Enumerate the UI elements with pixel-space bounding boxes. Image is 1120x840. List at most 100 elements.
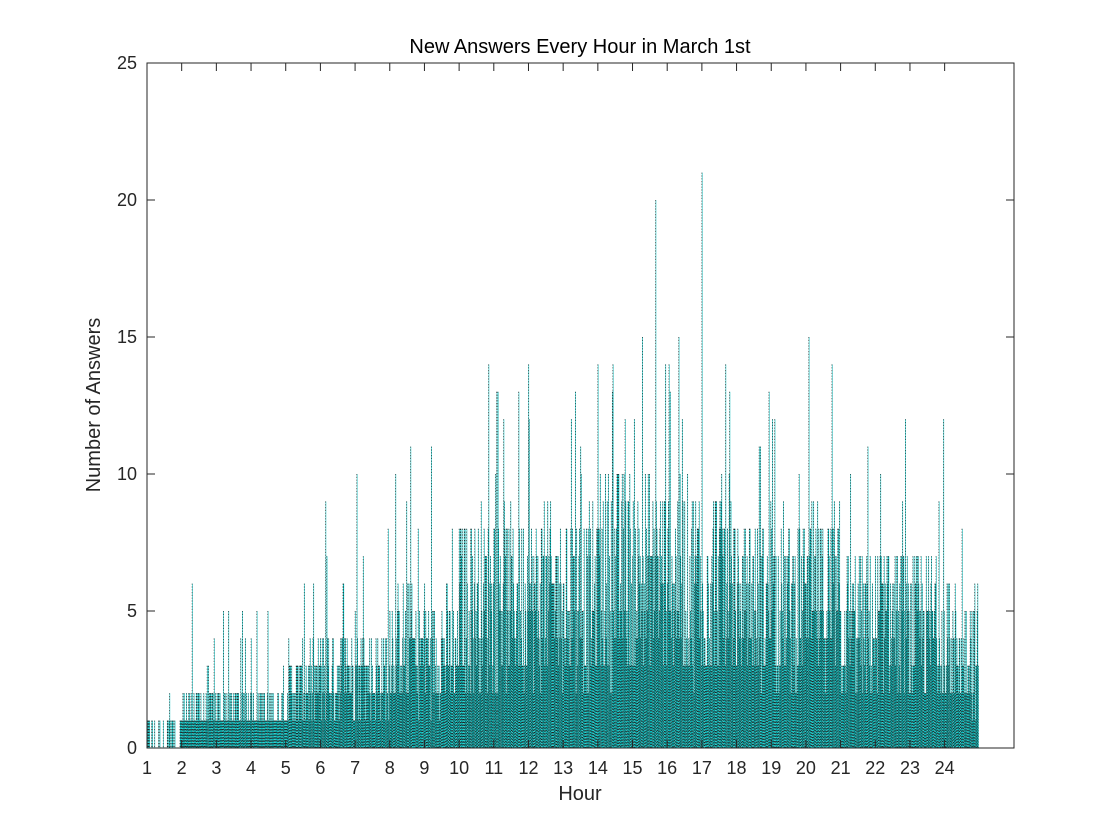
histogram-bar [148,720,150,748]
histogram-bar [404,665,405,748]
histogram-bar [890,665,892,748]
histogram-bar [409,638,411,748]
histogram-bar [929,611,931,748]
histogram-bar [311,665,312,748]
x-tick-label: 14 [588,758,608,778]
histogram-bar [601,611,602,748]
histogram-bar [169,693,171,748]
x-tick-label: 6 [315,758,325,778]
histogram-bar [453,693,455,748]
histogram-bar [205,720,206,748]
histogram-bar [223,720,225,748]
histogram-bar [316,665,317,748]
histogram-bar [797,665,798,748]
histogram-bar [859,638,861,748]
histogram-bar [978,665,979,748]
histogram-bar [305,720,306,748]
histogram-bar [777,665,778,748]
histogram-bar [407,583,409,748]
histogram-bar [905,419,906,748]
x-tick-label: 23 [900,758,920,778]
histogram-bar [218,693,219,748]
histogram-bar [281,693,283,748]
histogram-bar [701,172,703,749]
histogram-bar [457,665,459,748]
histogram-bar [338,665,339,748]
histogram-bar [255,720,257,748]
histogram-bar [242,611,243,748]
histogram-bar [219,720,220,748]
histogram-bar [264,720,266,748]
histogram-bar [800,638,802,748]
histogram-bar [168,720,170,748]
histogram-bar [495,474,497,748]
histogram-bar [300,665,302,748]
histogram-bar [940,665,941,748]
histogram-bar [466,638,467,748]
histogram-bar [345,665,347,748]
histogram-bar [234,693,236,748]
histogram-bar [290,693,292,748]
histogram-bar [233,720,235,748]
y-axis-label: Number of Answers [83,318,105,493]
histogram-bar [770,638,771,748]
histogram-bar [400,693,402,748]
histogram-bar [826,611,828,748]
histogram-bar [275,720,276,748]
histogram-bar [729,391,731,748]
histogram-bar [398,611,400,748]
histogram-bar [769,638,771,748]
histogram-bar [241,720,242,748]
histogram-bar [835,665,836,748]
histogram-bar [357,665,359,748]
histogram-bar [414,638,416,748]
histogram-bar [430,638,431,748]
histogram-bar [416,665,417,748]
x-tick-label: 8 [385,758,395,778]
histogram-bar [844,611,846,748]
histogram-bar [500,611,502,748]
histogram-bar [329,693,330,748]
histogram-bar [195,720,197,748]
histogram-bar [438,665,440,748]
histogram-bar [609,611,611,748]
histogram-bar [330,720,332,748]
histogram-bar [336,693,337,748]
histogram-bar [756,638,757,748]
histogram-bar [334,720,336,748]
y-tick-label: 5 [127,601,137,621]
histogram-bar [311,720,313,748]
histogram-bar [220,720,222,748]
histogram-bar [405,611,406,748]
histogram-bar [326,693,327,748]
histogram-bar [222,720,223,748]
histogram-bar [348,665,349,748]
histogram-bar [831,364,833,748]
histogram-bar [768,611,769,748]
histogram-bar [670,391,671,748]
histogram-bar [481,501,482,748]
histogram-bar [507,611,509,748]
histogram-bar [299,665,301,748]
histogram-bar [149,720,150,748]
histogram-bar [919,611,920,748]
histogram-bar [374,693,375,748]
histogram-bar [290,665,291,748]
histogram-bar [880,474,882,748]
histogram-bar [508,665,509,748]
x-axis-ticks: 1 2 3 4 5 6 7 8 9 10 11 12 13 14 15 16 17 18 19 20 21 22 23 24 [142,63,955,778]
histogram-bar [689,665,690,748]
histogram-bar [898,611,899,748]
histogram-bar [349,693,350,748]
histogram-bar [477,583,479,748]
histogram-bar [282,720,284,748]
histogram-bar [518,665,519,748]
histogram-bar [911,665,913,748]
histogram-bar [520,611,521,748]
histogram-bar [863,638,865,748]
histogram-bar [214,720,216,748]
histogram-bar [957,665,958,748]
histogram-bar [449,611,451,748]
histogram-bar [154,720,156,748]
histogram-bar [557,638,558,748]
